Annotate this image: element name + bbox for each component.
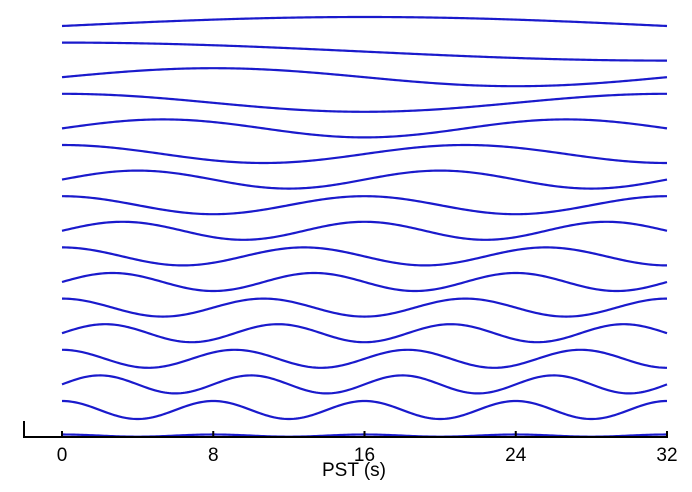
series-line-7: [61, 169, 668, 190]
series-line-12: [61, 297, 668, 318]
series-line-6: [62, 143, 667, 165]
x-axis-label: PST (s): [322, 460, 386, 481]
series-line-8: [61, 195, 668, 216]
series-line-10: [61, 246, 668, 267]
x-tick-label: 8: [208, 445, 219, 466]
series-line-2: [62, 41, 667, 62]
series-line-15: [61, 374, 668, 395]
x-tick-label: 16: [354, 445, 375, 466]
series-line-3: [61, 67, 668, 88]
series-line-16: [61, 399, 668, 421]
series-line-11: [61, 271, 668, 293]
series-line-1: [61, 15, 668, 28]
x-tick-label: 24: [505, 445, 527, 466]
series-line-9: [61, 220, 668, 241]
series-line-4: [62, 92, 667, 113]
series-line-13: [61, 323, 668, 344]
x-tick-label: 32: [656, 445, 677, 466]
x-tick-label: 0: [57, 445, 68, 466]
x-ticks-group: 0 8 16 24 32: [57, 431, 678, 466]
series-line-14: [61, 348, 668, 369]
series-line-5: [61, 118, 668, 139]
series-group: [61, 15, 668, 438]
